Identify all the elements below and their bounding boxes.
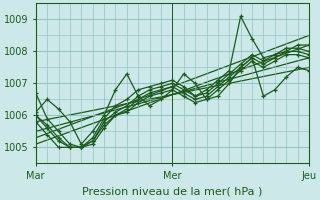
X-axis label: Pression niveau de la mer( hPa ): Pression niveau de la mer( hPa ) xyxy=(82,187,262,197)
